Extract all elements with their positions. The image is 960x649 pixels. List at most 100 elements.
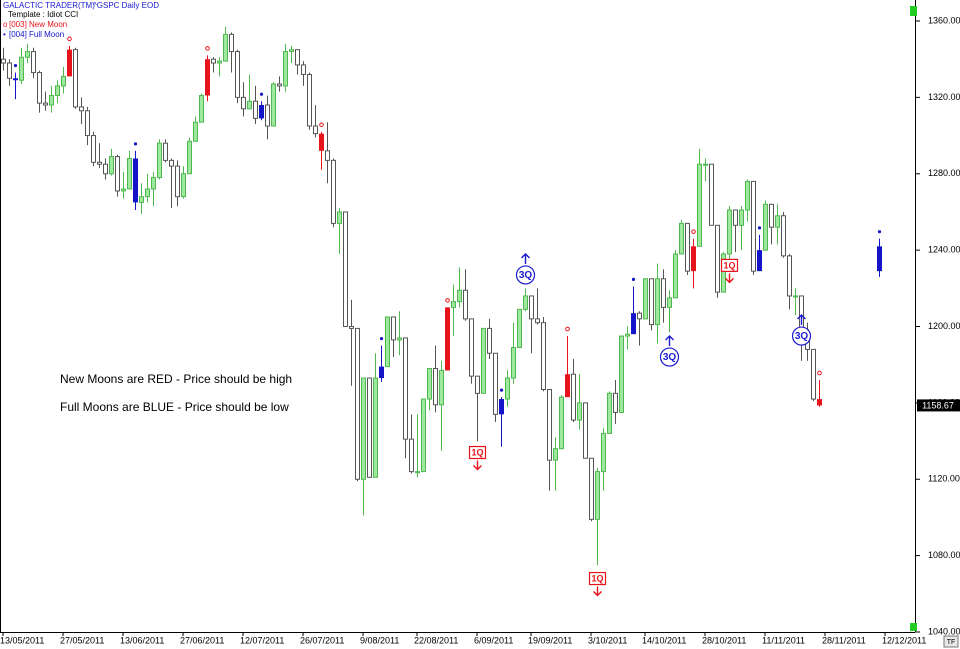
full-moon-dot [631,277,636,282]
scroll-marker [910,6,917,16]
candle-body [337,211,342,224]
note: Full Moons are BLUE - Price should be lo… [60,400,289,414]
candle-body [289,49,294,53]
candle-body [355,327,360,480]
candle-body [13,78,18,81]
candle-body [427,368,432,400]
x-tick-label: 12/12/2011 [882,635,926,645]
candle-body [307,73,312,127]
candle-body [55,85,60,96]
candle-body [409,438,414,473]
candle-body [685,222,690,272]
y-tick-label: 1240.00 [928,245,960,255]
candle-body [73,49,78,108]
candle-body [349,326,354,329]
x-tick-label: 27/06/2011 [180,635,224,645]
x-tick-label: 12/07/2011 [240,635,284,645]
candle-body [751,180,756,272]
scroll-marker [910,623,917,631]
candle-body [529,295,534,320]
candle-body [271,83,276,127]
candle-body [157,142,162,179]
candle-body [577,402,582,421]
candle-body [361,377,366,480]
chart-subtitle: ^GSPC Daily EOD [93,1,159,10]
candle-body [613,392,618,413]
candle-body [331,159,336,224]
candle-body [379,366,384,379]
annotation-label: 1Q [471,447,483,457]
candle-body [145,188,150,198]
candle-body [655,278,660,326]
x-tick-label: 13/05/2011 [0,635,44,645]
candle-body [487,327,492,354]
y-tick-label: 1200.00 [928,321,960,331]
candle-body [625,333,630,337]
candle-body [97,161,102,165]
candle-body [619,335,624,413]
candle-body [91,135,96,163]
note: New Moons are RED - Price should be high [60,372,292,386]
candle-body [505,377,510,400]
candle-body [343,211,348,328]
candle-body [709,163,714,226]
annotation: 1Q [720,258,739,284]
tf-button[interactable] [943,635,959,648]
candle-body [553,448,558,461]
x-tick-label: 28/10/2011 [702,635,746,645]
candle-body [313,125,318,135]
annotation-label: 3Q [519,270,533,281]
y-tick-label: 1280.00 [928,168,960,178]
x-tick-label: 19/09/2011 [528,635,572,645]
candle-body [37,72,42,104]
candle-body [373,377,378,478]
annotation-arrow [665,335,674,347]
candle-body [235,51,240,98]
candle-body [811,348,816,400]
annotation-arrow [521,252,530,264]
annotation: 3Q [791,314,812,346]
candle-body [1,58,6,64]
annotation-label: 3Q [663,352,677,363]
annotation: 1Q [588,571,607,597]
candle-body [679,222,684,255]
candle-body [781,215,786,257]
candle-body [715,224,720,293]
candle-body [523,295,528,310]
candle-body [211,58,216,64]
annotation: 1Q [468,445,487,471]
candle-body [49,94,54,106]
y-tick-label: 1080.00 [928,550,960,560]
full-moon-dot [877,230,882,234]
candle-body [565,374,570,398]
candle-body [181,173,186,198]
annotation-label: 1Q [723,260,735,270]
new-moon-dot [205,46,210,51]
candle-body [511,347,516,379]
candle-body [661,278,666,308]
candle-body [421,398,426,473]
candle-body [637,312,642,320]
new-moon-dot [691,229,696,234]
candle-body [673,253,678,299]
candle-body [241,96,246,110]
candle-body [133,158,138,203]
candle-body [499,399,504,415]
full-moon-dot [13,63,18,68]
x-tick-label: 26/07/2011 [300,635,344,645]
x-tick-label: 9/08/2011 [360,635,399,645]
full-moon-dot [379,336,384,341]
candle-body [265,104,270,127]
candle-body [703,163,708,166]
candle-body [649,278,654,326]
candle-body [301,64,306,75]
chart-title: GALACTIC TRADER(TM) [3,1,95,10]
x-tick-label: 14/10/2011 [642,635,686,645]
candle-body [457,289,462,303]
candle-body [739,209,744,226]
candle-body [25,51,30,58]
full-moon-dot [499,388,504,392]
annotation-arrow [473,460,482,471]
full-moon-dot [133,142,138,146]
